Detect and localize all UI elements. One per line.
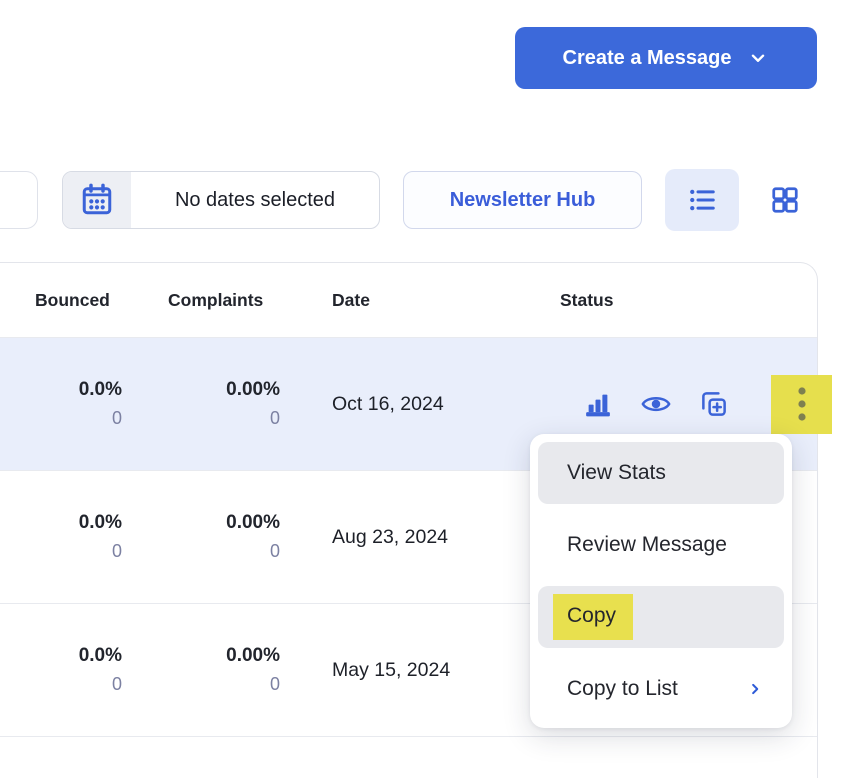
menu-item-label: Review Message (567, 533, 727, 556)
menu-item-copy[interactable]: Copy (538, 586, 784, 648)
column-header-date: Date (332, 289, 370, 310)
column-header-bounced: Bounced (35, 289, 110, 310)
bounced-count: 0 (111, 540, 122, 561)
eye-icon (641, 396, 671, 412)
chevron-down-icon (752, 54, 765, 62)
duplicate-button[interactable] (699, 389, 729, 419)
bounced-cell: 0.0% 0 (0, 641, 130, 698)
menu-item-view-stats[interactable]: View Stats (538, 442, 784, 504)
status-cell (520, 374, 832, 434)
date-filter-value: No dates selected (174, 188, 336, 211)
menu-item-label: Copy to List (567, 677, 678, 700)
complaints-cell: 0.00% 0 (130, 375, 290, 432)
list-view-icon (690, 189, 715, 211)
date-cell: Oct 16, 2024 (332, 392, 444, 415)
complaints-cell: 0.00% 0 (130, 508, 290, 565)
row-context-menu: View Stats Review Message Copy Copy to L… (530, 434, 792, 728)
list-view-toggle[interactable] (665, 169, 739, 231)
complaints-cell: 0.00% 0 (130, 641, 290, 698)
bounced-cell: 0.0% 0 (0, 508, 130, 565)
calendar-icon (82, 183, 112, 215)
bounced-percent: 0.0% (78, 645, 122, 667)
toolbar-partial-control[interactable] (0, 171, 38, 229)
column-header-complaints: Complaints (168, 289, 264, 310)
menu-item-copy-to-list[interactable]: Copy to List (538, 658, 784, 720)
find-highlight: Copy (553, 594, 634, 640)
date-cell: May 15, 2024 (332, 658, 451, 681)
complaints-count: 0 (269, 540, 280, 561)
menu-item-label: View Stats (567, 461, 666, 484)
bounced-cell: 0.0% 0 (0, 375, 130, 432)
table-row[interactable] (0, 736, 817, 778)
duplicate-icon (702, 392, 726, 416)
complaints-percent: 0.00% (226, 379, 280, 401)
date-cell: Aug 23, 2024 (332, 525, 449, 548)
date-filter-button[interactable]: No dates selected (62, 171, 380, 229)
menu-item-review-message[interactable]: Review Message (538, 514, 784, 576)
chevron-right-icon (752, 683, 759, 695)
complaints-percent: 0.00% (226, 645, 280, 667)
complaints-count: 0 (269, 673, 280, 694)
bounced-count: 0 (111, 673, 122, 694)
column-header-status: Status (560, 289, 614, 310)
grid-view-toggle[interactable] (755, 169, 815, 231)
calendar-icon-segment[interactable] (63, 172, 131, 228)
bounced-percent: 0.0% (78, 379, 122, 401)
create-message-button[interactable]: Create a Message (515, 27, 817, 89)
bar-chart-icon (586, 394, 610, 417)
more-actions-button[interactable] (771, 374, 832, 434)
bounced-count: 0 (111, 407, 122, 428)
preview-button[interactable] (641, 389, 671, 419)
newsletter-hub-button[interactable]: Newsletter Hub (403, 171, 642, 229)
grid-view-icon (772, 187, 798, 213)
bounced-percent: 0.0% (78, 512, 122, 534)
view-stats-button[interactable] (583, 389, 613, 419)
table-header-row: Bounced Complaints Date Status (0, 263, 817, 337)
create-message-label: Create a Message (562, 46, 732, 69)
complaints-count: 0 (269, 407, 280, 428)
kebab-menu-icon (797, 387, 806, 421)
complaints-percent: 0.00% (226, 512, 280, 534)
